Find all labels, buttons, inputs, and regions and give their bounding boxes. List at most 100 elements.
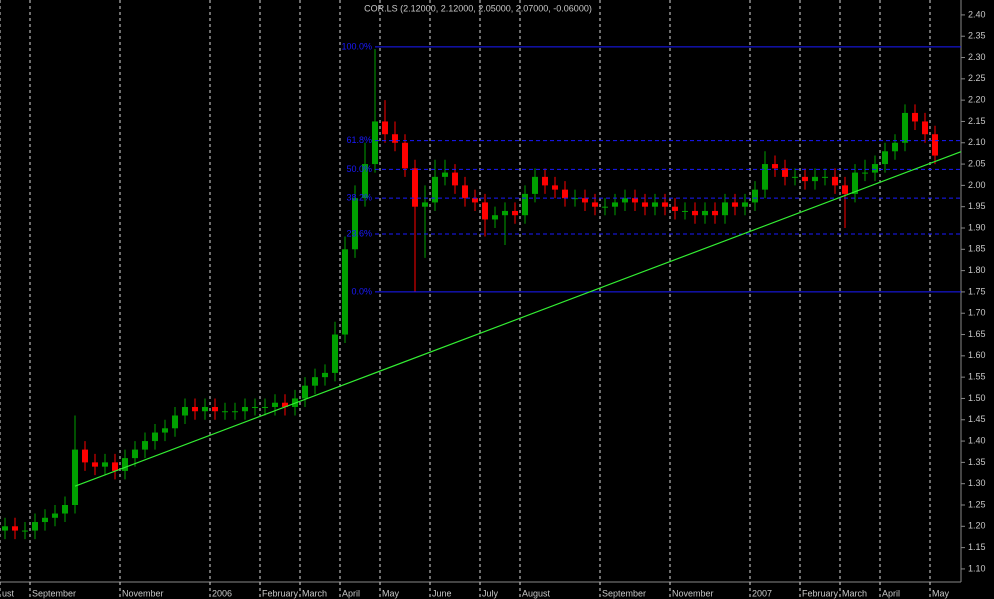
y-tick-label: 2.00 (968, 180, 986, 190)
x-tick-label: February (262, 588, 299, 598)
candle-body (772, 164, 778, 169)
candle-body (712, 210, 718, 216)
candle-body (512, 210, 518, 216)
trendline (74, 151, 962, 487)
candle-body (312, 377, 318, 386)
candle-body (702, 210, 708, 216)
x-tick-label: August (522, 588, 551, 598)
candle-body (522, 193, 528, 216)
x-tick-label: September (32, 588, 76, 598)
candle-body (642, 202, 648, 207)
y-tick-label: 2.40 (968, 9, 986, 19)
candle-body (392, 134, 398, 143)
candle-body (672, 206, 678, 211)
y-tick-label: 1.15 (968, 542, 986, 552)
candle-body (882, 151, 888, 165)
candle-body (22, 530, 28, 532)
x-tick-label: April (882, 588, 900, 598)
candle-body (352, 198, 358, 250)
candle-body (692, 210, 698, 216)
candle-body (822, 176, 828, 178)
candle-body (2, 526, 8, 531)
candle-body (282, 402, 288, 407)
candle-body (662, 202, 668, 207)
candle-body (452, 172, 458, 186)
candle-body (752, 189, 758, 203)
candle-body (632, 198, 638, 203)
fib-label: 38.2% (346, 193, 372, 203)
y-tick-label: 1.10 (968, 563, 986, 573)
x-tick-label: November (672, 588, 714, 598)
y-tick-label: 2.30 (968, 52, 986, 62)
candle-body (832, 176, 838, 186)
y-tick-label: 1.65 (968, 329, 986, 339)
candle-body (802, 176, 808, 182)
candle-body (142, 441, 148, 450)
candle-body (852, 172, 858, 194)
candle-body (12, 526, 18, 531)
candle-body (562, 189, 568, 199)
candle-body (792, 176, 798, 178)
y-tick-label: 2.25 (968, 73, 986, 83)
candle-body (162, 428, 168, 433)
candle-body (82, 449, 88, 463)
candle-body (192, 406, 198, 412)
y-tick-label: 1.45 (968, 414, 986, 424)
candle-body (212, 406, 218, 412)
candle-body (402, 142, 408, 169)
y-tick-label: 1.20 (968, 521, 986, 531)
candle-body (862, 172, 868, 174)
candle-body (62, 504, 68, 514)
candle-body (302, 385, 308, 399)
candle-body (112, 462, 118, 471)
fib-label: 0.0% (351, 286, 372, 296)
x-tick-label: April (342, 588, 360, 598)
y-tick-label: 1.50 (968, 393, 986, 403)
candle-body (462, 185, 468, 199)
y-tick-label: 1.55 (968, 372, 986, 382)
candle-body (372, 121, 378, 165)
candle-body (932, 134, 938, 156)
candle-body (872, 164, 878, 173)
y-tick-label: 1.85 (968, 244, 986, 254)
fib-label: 23.6% (346, 228, 372, 238)
candle-body (542, 176, 548, 186)
candle-body (262, 406, 268, 408)
candle-body (332, 334, 338, 373)
candle-body (362, 164, 368, 199)
candle-body (422, 202, 428, 207)
x-tick-label: February (802, 588, 839, 598)
candle-body (232, 411, 238, 413)
candle-body (842, 185, 848, 194)
y-tick-label: 1.80 (968, 265, 986, 275)
candle-body (732, 202, 738, 207)
candle-body (72, 449, 78, 505)
candle-body (922, 121, 928, 135)
candle-body (152, 432, 158, 442)
y-tick-label: 2.05 (968, 158, 986, 168)
candle-body (382, 121, 388, 135)
candle-body (812, 176, 818, 182)
y-tick-label: 2.10 (968, 137, 986, 147)
candle-body (782, 168, 788, 177)
x-tick-label: 2006 (212, 588, 232, 598)
candle-body (132, 449, 138, 459)
candle-body (322, 372, 328, 378)
y-tick-label: 2.35 (968, 31, 986, 41)
candle-body (52, 513, 58, 518)
candle-body (532, 176, 538, 194)
candle-body (272, 402, 278, 407)
candle-body (762, 164, 768, 190)
candle-body (102, 462, 108, 467)
x-tick-label: November (122, 588, 164, 598)
x-tick-label: ust (2, 588, 15, 598)
x-tick-label: July (482, 588, 499, 598)
candle-body (412, 168, 418, 207)
candle-body (42, 517, 48, 523)
candle-body (892, 142, 898, 152)
x-tick-label: June (432, 588, 452, 598)
y-tick-label: 1.75 (968, 286, 986, 296)
y-tick-label: 1.35 (968, 457, 986, 467)
